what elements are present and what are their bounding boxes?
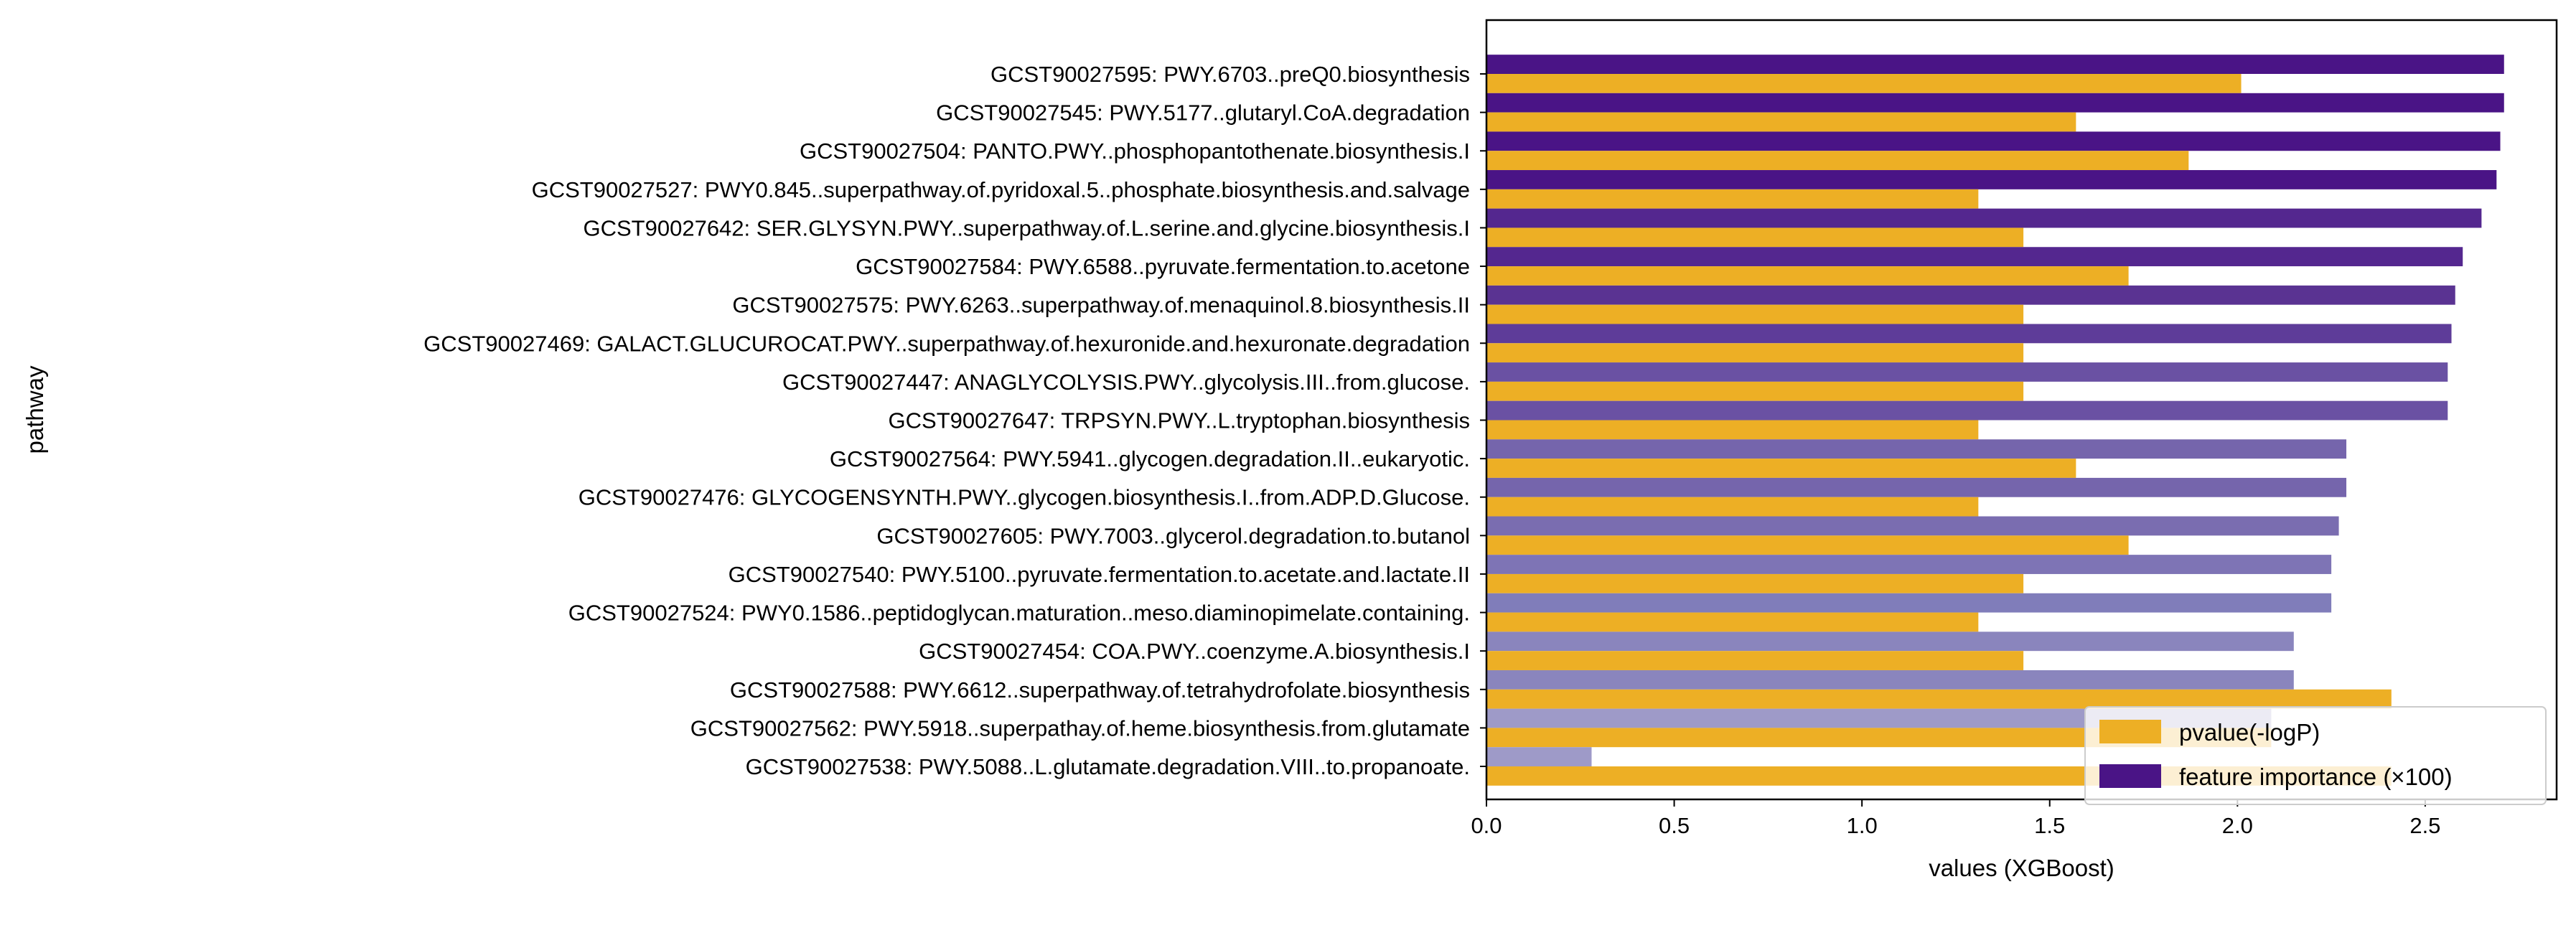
legend-label-feature-importance: feature importance (×100) <box>2179 764 2453 790</box>
category-label: GCST90027564: PWY.5941..glycogen.degrada… <box>830 446 1470 471</box>
bar-pvalue <box>1486 74 2242 93</box>
bar-feature-importance <box>1486 670 2294 690</box>
category-labels: GCST90027595: PWY.6703..preQ0.biosynthes… <box>423 62 1486 779</box>
category-label: GCST90027527: PWY0.845..superpathway.of.… <box>532 177 1470 202</box>
category-label: GCST90027504: PANTO.PWY..phosphopantothe… <box>800 138 1470 164</box>
bar-feature-importance <box>1486 247 2463 267</box>
bar-pvalue <box>1486 612 1979 632</box>
legend-swatch-feature-importance <box>2099 764 2161 788</box>
bar-feature-importance <box>1486 593 2332 613</box>
y-axis-title: pathway <box>22 365 48 454</box>
x-tick-label: 2.0 <box>2222 813 2253 838</box>
category-label: GCST90027584: PWY.6588..pyruvate.ferment… <box>856 254 1470 279</box>
bar-pvalue <box>1486 266 2129 286</box>
legend: pvalue(-logP) feature importance (×100) <box>2084 706 2547 805</box>
category-label: GCST90027469: GALACT.GLUCUROCAT.PWY..sup… <box>423 331 1470 356</box>
category-label: GCST90027524: PWY0.1586..peptidoglycan.m… <box>568 601 1470 626</box>
x-tick-label: 0.5 <box>1659 813 1690 838</box>
bar-feature-importance <box>1486 555 2332 574</box>
category-label: GCST90027642: SER.GLYSYN.PWY..superpathw… <box>584 215 1471 240</box>
category-label: GCST90027595: PWY.6703..preQ0.biosynthes… <box>990 62 1470 87</box>
bar-pvalue <box>1486 573 2024 593</box>
bar-feature-importance <box>1486 208 2482 228</box>
category-label: GCST90027538: PWY.5088..L.glutamate.degr… <box>746 754 1470 779</box>
bar-feature-importance <box>1486 631 2294 652</box>
bar-feature-importance <box>1486 439 2347 459</box>
category-label: GCST90027540: PWY.5100..pyruvate.ferment… <box>729 562 1470 587</box>
x-tick-label: 0.0 <box>1471 813 1502 838</box>
bar-feature-importance <box>1486 362 2448 382</box>
x-axis-title: values (XGBoost) <box>1929 855 2114 881</box>
plot-frame <box>1485 19 2558 801</box>
bar-feature-importance <box>1486 516 2339 536</box>
bar-feature-importance <box>1486 400 2448 421</box>
category-label: GCST90027454: COA.PWY..coenzyme.A.biosyn… <box>919 639 1470 664</box>
bar-feature-importance <box>1486 55 2504 74</box>
category-label: GCST90027588: PWY.6612..superpathway.of.… <box>730 677 1470 703</box>
bars-layer <box>1486 55 2504 786</box>
bar-pvalue <box>1486 651 2024 670</box>
bar-pvalue <box>1486 459 2076 478</box>
bar-pvalue <box>1486 535 2129 555</box>
category-label: GCST90027447: ANAGLYCOLYSIS.PWY..glycoly… <box>782 370 1470 395</box>
category-label: GCST90027647: TRPSYN.PWY..L.tryptophan.b… <box>889 408 1470 433</box>
bar-pvalue <box>1486 304 2024 324</box>
legend-box <box>2084 706 2547 805</box>
bar-feature-importance <box>1486 93 2504 113</box>
bar-pvalue <box>1486 151 2189 171</box>
bar-pvalue <box>1486 497 1979 517</box>
legend-swatch-pvalue <box>2099 720 2161 743</box>
bar-pvalue <box>1486 420 1979 440</box>
category-label: GCST90027476: GLYCOGENSYNTH.PWY..glycoge… <box>579 485 1470 510</box>
bar-feature-importance <box>1486 477 2347 497</box>
category-label: GCST90027575: PWY.6263..superpathway.of.… <box>732 293 1470 318</box>
bar-feature-importance <box>1486 747 1592 766</box>
bar-feature-importance <box>1486 170 2497 189</box>
category-label: GCST90027605: PWY.7003..glycerol.degrada… <box>876 523 1470 548</box>
category-label: GCST90027562: PWY.5918..superpathay.of.h… <box>690 715 1470 741</box>
category-label: GCST90027545: PWY.5177..glutaryl.CoA.deg… <box>936 100 1470 126</box>
x-axis: 0.0 0.5 1.0 1.5 2.0 2.5 <box>1471 799 2440 838</box>
bar-pvalue <box>1486 343 2024 363</box>
x-tick-label: 1.5 <box>2034 813 2065 838</box>
bar-pvalue <box>1486 112 2076 132</box>
legend-label-pvalue: pvalue(-logP) <box>2179 719 2320 746</box>
bar-pvalue <box>1486 689 2392 709</box>
bar-feature-importance <box>1486 324 2452 344</box>
x-tick-label: 1.0 <box>1847 813 1878 838</box>
x-tick-label: 2.5 <box>2409 813 2440 838</box>
bar-pvalue <box>1486 381 2024 401</box>
bar-pvalue <box>1486 227 2024 248</box>
bar-feature-importance <box>1486 285 2455 305</box>
bar-feature-importance <box>1486 131 2501 151</box>
bar-pvalue <box>1486 189 1979 209</box>
